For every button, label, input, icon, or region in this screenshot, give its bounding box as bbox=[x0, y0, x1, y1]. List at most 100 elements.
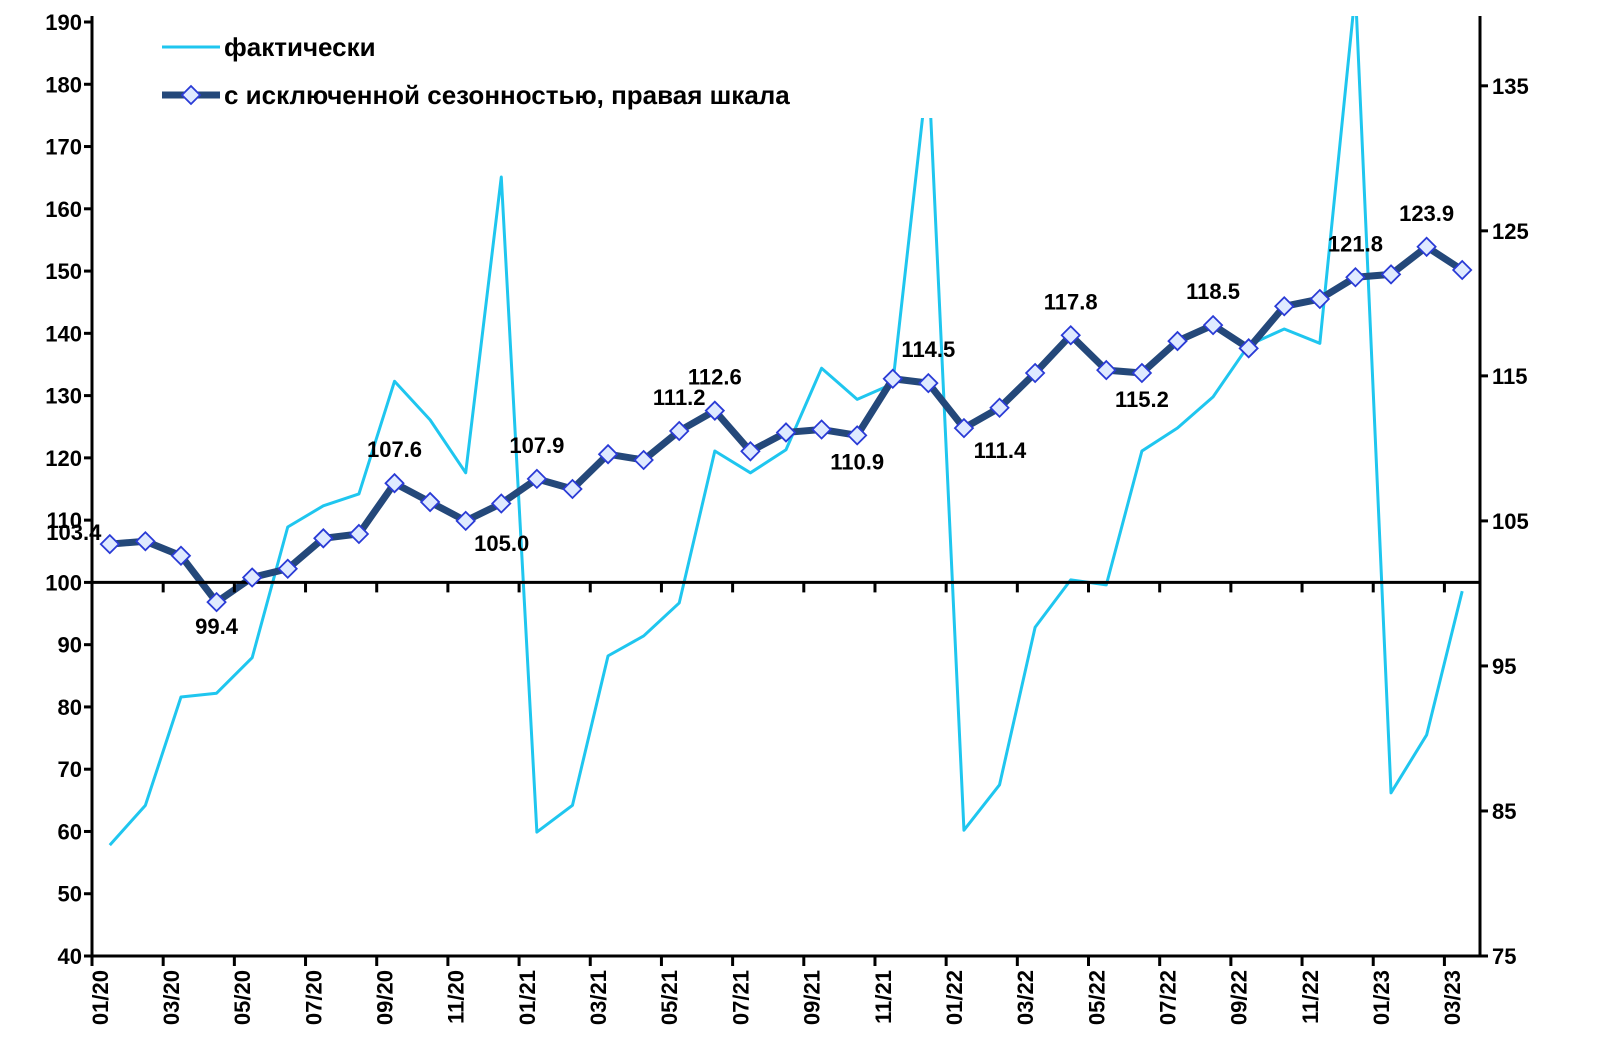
y-tick-label: 70 bbox=[58, 757, 82, 782]
y-tick-label: 60 bbox=[58, 819, 82, 844]
data-label: 103.4 bbox=[46, 520, 102, 545]
y-tick-label: 160 bbox=[45, 197, 82, 222]
marker bbox=[882, 368, 904, 390]
data-label: 110.9 bbox=[830, 449, 884, 474]
x-tick-label: 01/23 bbox=[1369, 970, 1394, 1025]
data-label: 99.4 bbox=[195, 614, 239, 639]
data-label: 107.9 bbox=[509, 433, 564, 458]
data-label: 111.2 bbox=[653, 385, 706, 410]
marker bbox=[918, 372, 939, 394]
data-label: 114.5 bbox=[901, 337, 955, 362]
x-tick-label: 05/22 bbox=[1084, 970, 1109, 1025]
marker bbox=[313, 528, 334, 549]
actual-line bbox=[108, 16, 1464, 847]
y-tick-label: 140 bbox=[45, 321, 82, 346]
data-label: 105.0 bbox=[474, 531, 529, 556]
marker bbox=[491, 493, 512, 514]
data-label: 112.6 bbox=[688, 365, 742, 390]
marker bbox=[668, 420, 690, 442]
y-tick-label: 80 bbox=[58, 695, 82, 720]
legend-label: фактически bbox=[224, 32, 376, 62]
x-tick-label: 11/21 bbox=[871, 970, 896, 1024]
overlay: 40 50 60 70 80 90 100 110 120 130 140 150 160 170 180 1… bbox=[45, 10, 1528, 1025]
marker bbox=[953, 417, 975, 439]
marker bbox=[740, 441, 761, 462]
y-tick-label: 130 bbox=[45, 384, 82, 409]
x-tick-label: 01/21 bbox=[515, 970, 540, 1025]
marker bbox=[1416, 236, 1437, 258]
y-tick-label: 190 bbox=[45, 10, 82, 35]
y2-tick-label: 125 bbox=[1492, 219, 1529, 244]
x-tick-label: 09/20 bbox=[373, 970, 398, 1025]
data-label: 121.8 bbox=[1328, 231, 1383, 256]
x-tick-label: 11/20 bbox=[444, 970, 469, 1024]
y2-tick-label: 135 bbox=[1492, 74, 1529, 99]
legend-box bbox=[155, 24, 990, 118]
y-tick-label: 150 bbox=[45, 259, 82, 284]
x-tick-label: 03/22 bbox=[1013, 970, 1038, 1025]
marker bbox=[811, 419, 832, 440]
x-tick-label: 05/21 bbox=[657, 970, 682, 1025]
x-tick-label: 05/20 bbox=[230, 970, 255, 1025]
marker bbox=[1202, 314, 1224, 336]
marker bbox=[633, 449, 654, 471]
marker bbox=[1024, 362, 1046, 384]
marker bbox=[1345, 266, 1366, 288]
marker bbox=[135, 530, 156, 552]
marker bbox=[206, 591, 227, 613]
y-tick-label: 100 bbox=[45, 570, 82, 595]
marker bbox=[526, 468, 548, 490]
marker bbox=[1380, 264, 1402, 285]
y2-tick-label: 105 bbox=[1492, 509, 1529, 534]
x-tick-label: 03/23 bbox=[1440, 970, 1465, 1025]
y-tick-label: 170 bbox=[45, 135, 82, 160]
marker bbox=[241, 567, 263, 588]
marker bbox=[348, 523, 370, 545]
y2-tick-label: 95 bbox=[1492, 654, 1516, 679]
marker bbox=[989, 397, 1010, 419]
y2-tick-label: 75 bbox=[1492, 944, 1516, 969]
y2-tick-label: 85 bbox=[1492, 799, 1516, 824]
x-tick-label: 11/22 bbox=[1298, 970, 1323, 1024]
data-label: 118.5 bbox=[1186, 279, 1240, 304]
y-tick-label: 120 bbox=[45, 446, 82, 471]
marker bbox=[1273, 295, 1295, 317]
data-label: 117.8 bbox=[1044, 289, 1098, 314]
marker bbox=[775, 422, 797, 443]
x-tick-label: 07/20 bbox=[301, 970, 326, 1025]
marker bbox=[1309, 288, 1331, 310]
marker bbox=[384, 472, 405, 494]
marker bbox=[419, 491, 441, 513]
marker bbox=[1238, 338, 1259, 359]
y-tick-label: 90 bbox=[58, 633, 82, 658]
marker bbox=[846, 425, 868, 446]
x-tick-label: 03/21 bbox=[586, 970, 611, 1025]
legend-marker bbox=[180, 84, 202, 106]
marker bbox=[455, 510, 476, 532]
marker bbox=[1060, 324, 1081, 346]
y-tick-label: 40 bbox=[58, 944, 82, 969]
x-tick-label: 01/22 bbox=[942, 970, 967, 1025]
marker bbox=[597, 443, 619, 465]
legend: фактически с исключенной сезонностью, пра… bbox=[155, 24, 990, 118]
x-tick-label: 09/21 bbox=[800, 970, 825, 1025]
marker bbox=[99, 533, 121, 555]
data-label: 111.4 bbox=[974, 438, 1027, 463]
marker bbox=[704, 400, 726, 421]
data-label: 107.6 bbox=[367, 437, 422, 462]
marker bbox=[1096, 359, 1117, 381]
y-tick-label: 50 bbox=[58, 882, 82, 907]
x-tick-label: 09/22 bbox=[1227, 970, 1252, 1025]
data-label: 123.9 bbox=[1399, 201, 1454, 226]
y2-tick-label: 115 bbox=[1492, 364, 1528, 389]
marker bbox=[1167, 330, 1188, 352]
y-tick-label: 110 bbox=[47, 508, 83, 533]
legend-label: с исключенной сезонностью, правая шкала bbox=[224, 80, 790, 110]
marker bbox=[170, 545, 192, 566]
marker bbox=[1451, 259, 1473, 281]
x-tick-label: 07/22 bbox=[1155, 970, 1180, 1025]
y-tick-label: 180 bbox=[45, 72, 82, 97]
data-label: 115.2 bbox=[1115, 387, 1169, 412]
